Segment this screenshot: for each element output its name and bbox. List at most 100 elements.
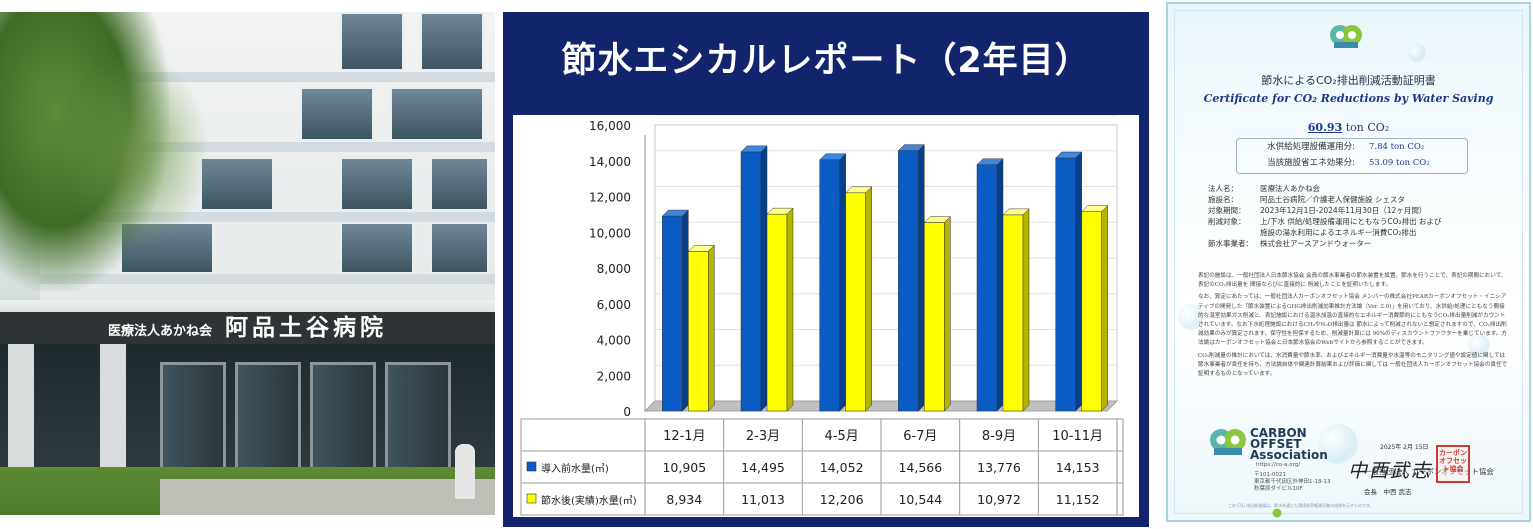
- glass-door: [160, 362, 226, 480]
- water-bubble: [1318, 424, 1358, 464]
- certificate-body: 表記の施設は、一般社団法人日本節水協会 会員の節水事業者の節水装置を設置、節水を…: [1198, 272, 1508, 382]
- floor-slab: [40, 212, 495, 222]
- data-value-label: 10,544: [898, 492, 942, 507]
- bar: [766, 213, 788, 412]
- sign-corporation-name: 医療法人あかね会: [107, 324, 212, 339]
- data-value-label: 14,052: [820, 460, 864, 475]
- y-tick-label: 14,000: [589, 155, 631, 169]
- data-value-label: 14,566: [898, 460, 942, 475]
- water-drop-icon: [1272, 508, 1282, 518]
- legend-swatch: [526, 461, 537, 472]
- bar-top: [740, 145, 768, 153]
- bar-top: [845, 186, 873, 194]
- body-paragraph: 表記の施設は、一般社団法人日本節水協会 会員の節水事業者の節水装置を設置、節水を…: [1198, 273, 1507, 289]
- tree-foliage: [60, 52, 210, 252]
- bar-side: [1022, 208, 1030, 412]
- bar-side: [682, 209, 689, 412]
- y-tick-label: 0: [623, 405, 631, 419]
- bar-top: [1002, 208, 1030, 216]
- detail-value: 株式会社アースアンドウォーター: [1260, 239, 1372, 248]
- chart-panel: 節水エシカルレポート（2年目） 0 2,000 4,000 6,000 8,000 10,…: [503, 12, 1149, 527]
- chart-back-wall: [643, 124, 1118, 412]
- data-value-label: 12,206: [820, 492, 864, 507]
- bar-chart: 0 2,000 4,000 6,000 8,000 10,000 12,000 14,000 1…: [520, 115, 1124, 516]
- legend-label: 節水後(実績)水量(㎥): [541, 494, 637, 507]
- issuer-organization: 一般社団法人 カーボンオフセット協会: [1364, 467, 1494, 476]
- body-paragraph: CO₂削減量の推計においては、水消費量や節水率、およびエネルギー消費量や水温等の…: [1198, 352, 1508, 378]
- detail-row: 削減対象： 上/下水 供給/処理設備運用にともなうCO₂排出 および: [1208, 216, 1508, 227]
- detail-value: 医療法人あかね会: [1260, 184, 1320, 193]
- y-tick-label: 16,000: [589, 119, 631, 133]
- detail-key: [1208, 227, 1260, 238]
- floor-slab: [40, 142, 495, 152]
- legend-label: 導入前水量(㎥): [541, 462, 609, 475]
- sign-hospital-name: 阿品土谷病院: [225, 314, 388, 341]
- bar: [662, 215, 683, 412]
- floor-slab: [40, 274, 495, 284]
- window: [430, 157, 489, 211]
- total-co2-value: 60.93: [1307, 121, 1343, 134]
- breakdown-label: 当該施設省エネ効果分:: [1267, 158, 1355, 168]
- total-co2-unit: ton CO₂: [1345, 121, 1390, 134]
- handwritten-signature: 中西武志: [1348, 460, 1433, 482]
- bar-top: [1055, 151, 1083, 159]
- detail-row: 施設の湯水利用によるエネルギー消費CO₂排出: [1208, 227, 1508, 238]
- bar: [976, 164, 998, 412]
- window: [340, 222, 414, 274]
- certificate-footnote: この CO₂ 排出削減量は、節水を通じた環境負荷軽減活動の成果を示すものです。: [1228, 503, 1374, 508]
- org-address: 〒101-0021 東京都千代田区外神田1-18-13 秋葉原ダイビル10F: [1254, 472, 1364, 493]
- bar-side: [1075, 151, 1082, 412]
- bar: [898, 150, 919, 412]
- window: [390, 87, 484, 141]
- data-value-label: 11,013: [741, 492, 785, 507]
- breakdown-value: 53.09 ton CO₂: [1369, 158, 1430, 168]
- legend-swatch: [526, 493, 537, 504]
- window: [340, 157, 414, 211]
- y-tick-label: 10,000: [589, 226, 631, 240]
- x-category-label: 8-9月: [982, 429, 1016, 444]
- address-line: 東京都千代田区外神田1-18-13: [1254, 479, 1331, 485]
- x-category-label: 10-11月: [1052, 429, 1103, 444]
- issue-date: 2025年 2月 15日: [1380, 444, 1429, 451]
- breakdown-row: 水供給処理設備運用分: 7.84 ton CO₂: [1237, 139, 1467, 155]
- bar-top: [923, 216, 951, 223]
- detail-value: 上/下水 供給/処理設備運用にともなうCO₂排出 および: [1260, 217, 1442, 226]
- bar-side: [786, 207, 794, 412]
- data-value-label: 11,152: [1056, 492, 1100, 507]
- chart-title: 節水エシカルレポート（2年目）: [561, 41, 1091, 81]
- glass-door: [310, 362, 376, 480]
- logo-line: CARBON: [1250, 426, 1307, 440]
- bar: [1081, 211, 1102, 412]
- data-value-label: 13,776: [977, 460, 1021, 475]
- pillar: [100, 344, 126, 479]
- org-url: https://co-a.org/: [1256, 462, 1301, 468]
- bar-side: [944, 215, 951, 412]
- chart-area: 0 2,000 4,000 6,000 8,000 10,000 12,000 14,000 1…: [513, 115, 1139, 517]
- data-table-border: [520, 418, 1124, 516]
- detail-value: 2023年12月1日-2024年11月30日（12ヶ月間）: [1260, 206, 1427, 215]
- y-tick-label: 6,000: [597, 298, 631, 312]
- breakdown-label: 水供給処理設備運用分:: [1267, 142, 1355, 152]
- bar-top: [661, 209, 689, 217]
- x-category-label: 12-1月: [663, 429, 706, 444]
- address-line: 〒101-0021: [1254, 472, 1286, 478]
- address-line: 秋葉原ダイビル10F: [1254, 486, 1303, 492]
- chart-floor: [643, 400, 1119, 412]
- certificate-title-en: Certificate for CO₂ Reductions by Water …: [1203, 92, 1494, 105]
- co2-certificate: 節水によるCO₂排出削減活動証明書 Certificate for CO₂ Re…: [1166, 2, 1531, 522]
- x-category-label: 6-7月: [903, 429, 937, 444]
- bar-side: [760, 145, 768, 412]
- body-paragraph: なお、算定にあたっては、一般社団法人カーボンオフセット協会 メンバーの株式会社P…: [1198, 294, 1507, 347]
- glass-door: [385, 362, 451, 480]
- breakdown-box: 水供給処理設備運用分: 7.84 ton CO₂ 当該施設省エネ効果分: 53.…: [1236, 138, 1468, 174]
- bar: [924, 222, 945, 412]
- data-value-label: 10,905: [662, 460, 706, 475]
- window: [420, 12, 484, 71]
- water-bubble: [1468, 334, 1490, 356]
- y-tick-label: 8,000: [597, 262, 631, 276]
- certificate-frame: [1174, 10, 1523, 514]
- window: [340, 12, 404, 71]
- window: [200, 157, 274, 211]
- detail-key: 削減対象：: [1208, 217, 1246, 226]
- detail-key: 施設名：: [1208, 195, 1238, 204]
